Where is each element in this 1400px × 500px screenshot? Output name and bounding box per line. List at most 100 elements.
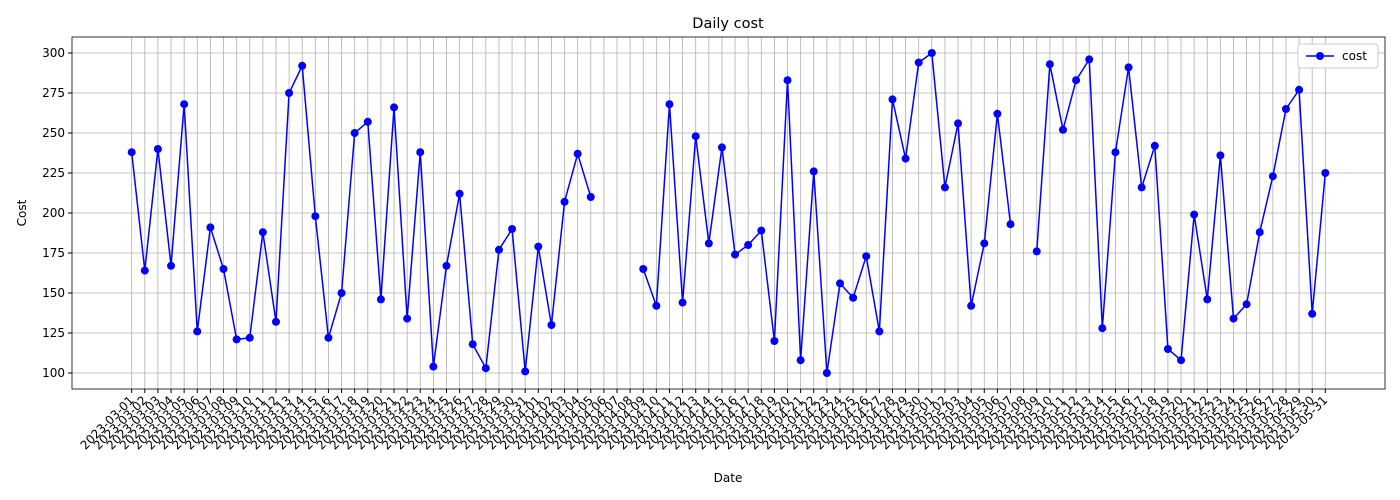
point bbox=[416, 148, 425, 157]
point bbox=[1163, 345, 1172, 353]
point bbox=[363, 117, 372, 126]
legend-marker bbox=[1316, 52, 1324, 60]
y-tick-label: 125 bbox=[42, 326, 65, 340]
point bbox=[980, 239, 989, 248]
point bbox=[783, 76, 792, 85]
point bbox=[1111, 148, 1120, 157]
point bbox=[940, 183, 949, 192]
point bbox=[521, 367, 530, 376]
legend-label: cost bbox=[1342, 49, 1367, 63]
point bbox=[967, 301, 976, 310]
point bbox=[219, 265, 228, 273]
point bbox=[324, 333, 333, 342]
point bbox=[468, 340, 477, 349]
x-axis-label: Date bbox=[714, 471, 743, 485]
point bbox=[927, 49, 936, 57]
point bbox=[337, 289, 346, 297]
point bbox=[888, 95, 897, 104]
point bbox=[1098, 324, 1107, 333]
point bbox=[744, 241, 753, 249]
point bbox=[665, 100, 674, 109]
point bbox=[914, 58, 923, 67]
point bbox=[901, 154, 910, 163]
point bbox=[560, 197, 569, 206]
point bbox=[809, 167, 818, 176]
point bbox=[1032, 247, 1041, 256]
point bbox=[1229, 314, 1238, 323]
point bbox=[167, 261, 176, 270]
point bbox=[206, 223, 215, 232]
y-tick-label: 225 bbox=[42, 166, 65, 180]
point bbox=[1072, 76, 1081, 85]
point bbox=[429, 362, 438, 371]
point bbox=[731, 250, 740, 259]
point bbox=[652, 301, 661, 310]
point bbox=[534, 242, 543, 251]
point bbox=[993, 109, 1002, 118]
point bbox=[376, 295, 385, 304]
point bbox=[1281, 105, 1290, 113]
point bbox=[1045, 60, 1054, 69]
point bbox=[258, 228, 267, 237]
point bbox=[127, 148, 136, 157]
point bbox=[849, 293, 858, 302]
point bbox=[678, 298, 687, 307]
point bbox=[140, 266, 149, 275]
point bbox=[455, 189, 464, 198]
legend-box bbox=[1297, 43, 1379, 69]
point bbox=[862, 252, 871, 261]
point bbox=[285, 89, 294, 97]
point bbox=[1190, 210, 1199, 219]
point bbox=[770, 337, 779, 345]
point bbox=[1150, 141, 1159, 150]
point bbox=[1006, 220, 1015, 229]
point bbox=[1308, 309, 1317, 318]
point bbox=[1321, 169, 1330, 177]
point bbox=[481, 364, 490, 373]
point bbox=[153, 145, 162, 153]
point bbox=[1124, 63, 1133, 72]
point bbox=[390, 103, 399, 112]
point bbox=[822, 369, 831, 377]
y-tick-label: 150 bbox=[42, 286, 65, 300]
point bbox=[954, 119, 963, 128]
point bbox=[494, 245, 503, 254]
y-tick-label: 100 bbox=[42, 366, 65, 380]
point bbox=[1268, 172, 1277, 181]
point bbox=[1242, 300, 1251, 309]
point bbox=[508, 225, 517, 233]
y-tick-label: 250 bbox=[42, 126, 65, 140]
point bbox=[1085, 55, 1094, 64]
point bbox=[1058, 125, 1067, 134]
point bbox=[586, 193, 595, 201]
chart-title: Daily cost bbox=[692, 16, 764, 32]
point bbox=[691, 132, 700, 141]
point bbox=[245, 333, 254, 342]
point bbox=[796, 356, 805, 365]
point bbox=[1255, 228, 1264, 237]
point bbox=[232, 335, 241, 344]
point bbox=[1137, 183, 1146, 192]
point bbox=[573, 149, 582, 158]
point bbox=[1295, 85, 1304, 94]
point bbox=[442, 261, 451, 270]
y-tick-label: 275 bbox=[42, 86, 65, 100]
point bbox=[835, 279, 844, 288]
point bbox=[271, 317, 280, 326]
point bbox=[350, 129, 359, 137]
point bbox=[875, 327, 884, 336]
point bbox=[1216, 151, 1225, 160]
point bbox=[298, 61, 307, 70]
point bbox=[547, 321, 556, 329]
y-tick-label: 175 bbox=[42, 246, 65, 260]
point bbox=[639, 265, 648, 273]
point bbox=[193, 327, 202, 336]
point bbox=[180, 100, 189, 109]
point bbox=[1203, 295, 1212, 304]
point bbox=[403, 314, 412, 323]
plot-frame bbox=[71, 36, 1386, 390]
y-axis-label: Cost bbox=[15, 199, 29, 226]
point bbox=[717, 143, 726, 152]
